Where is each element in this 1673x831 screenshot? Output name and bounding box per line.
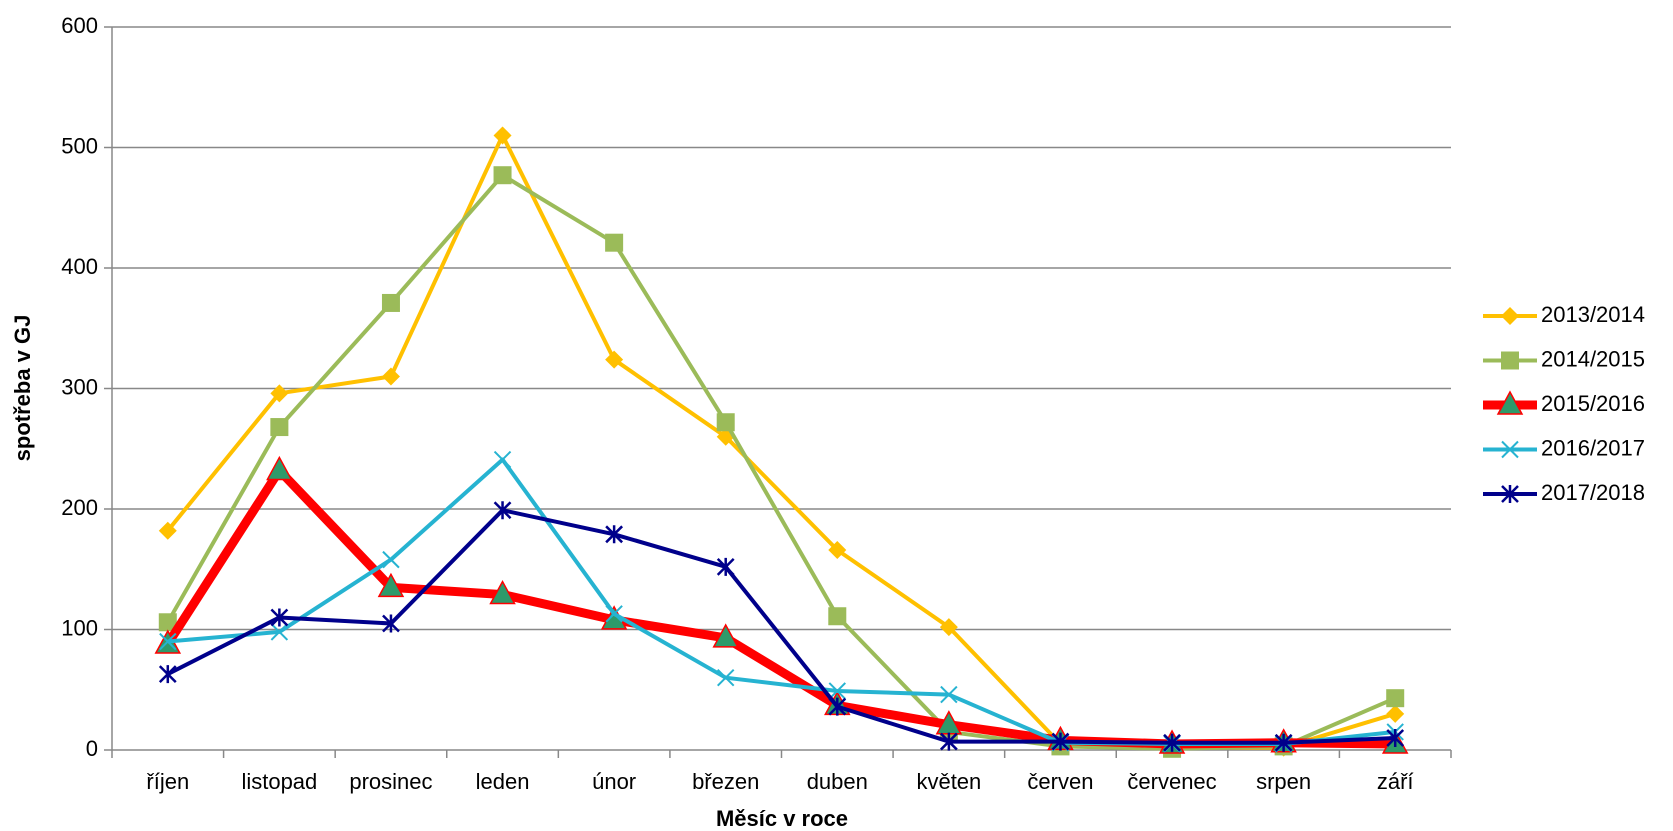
marker <box>1501 440 1519 459</box>
series-line <box>166 508 1396 745</box>
marker <box>605 233 624 252</box>
marker <box>270 608 289 627</box>
series <box>158 501 1405 752</box>
marker <box>828 607 847 626</box>
marker <box>158 665 177 684</box>
y-tick-label: 100 <box>61 615 98 640</box>
marker <box>1501 485 1519 503</box>
marker <box>940 685 958 704</box>
marker <box>270 623 289 641</box>
marker <box>493 501 512 520</box>
legend-label: 2015/2016 <box>1541 391 1645 416</box>
marker <box>712 623 739 648</box>
series-line <box>167 457 1396 746</box>
marker <box>716 557 735 576</box>
marker <box>377 572 405 598</box>
marker <box>381 367 400 386</box>
x-tick-label: říjen <box>146 769 189 794</box>
x-axis-label: Měsíc v roce <box>716 806 848 831</box>
x-tick-label: březen <box>692 769 759 794</box>
y-tick-label: 300 <box>61 374 98 399</box>
x-tick-label: prosinec <box>349 769 432 794</box>
series-line <box>166 173 1397 751</box>
y-tick-label: 0 <box>86 736 98 761</box>
marker <box>828 697 847 716</box>
x-tick-label: leden <box>476 769 530 794</box>
legend-item: 2014/2015 <box>1483 346 1645 371</box>
legend-item: 2013/2014 <box>1483 302 1645 327</box>
marker <box>605 605 623 623</box>
marker <box>1496 390 1524 415</box>
marker <box>493 126 512 145</box>
marker <box>381 293 400 312</box>
legend-item: 2015/2016 <box>1483 390 1645 416</box>
marker <box>270 418 289 437</box>
marker <box>717 668 735 687</box>
marker <box>158 613 177 632</box>
marker <box>493 166 512 185</box>
x-tick-label: duben <box>807 769 868 794</box>
x-tick-label: září <box>1377 769 1414 794</box>
legend-label: 2016/2017 <box>1541 435 1645 460</box>
legend-label: 2017/2018 <box>1541 480 1645 505</box>
marker <box>270 384 289 403</box>
x-tick-label: srpen <box>1256 769 1311 794</box>
marker <box>605 525 624 544</box>
x-tick-label: listopad <box>241 769 317 794</box>
y-axis-label: spotřeba v GJ <box>10 315 35 462</box>
marker <box>1274 733 1293 752</box>
series <box>159 450 1404 753</box>
marker <box>1051 732 1070 751</box>
y-tick-label: 600 <box>61 13 98 38</box>
y-tick-label: 200 <box>61 495 98 520</box>
marker <box>1386 689 1405 708</box>
y-tick-label: 400 <box>61 254 98 279</box>
marker <box>1163 733 1181 752</box>
marker <box>828 540 847 559</box>
marker <box>159 632 177 651</box>
series-line <box>166 133 1396 750</box>
marker <box>716 413 735 432</box>
x-tick-label: červenec <box>1127 769 1216 794</box>
x-tick-label: únor <box>592 769 636 794</box>
marker <box>489 579 516 605</box>
marker <box>382 614 400 633</box>
marker <box>939 732 958 751</box>
y-tick-label: 500 <box>61 133 98 158</box>
x-tick-label: červen <box>1027 769 1093 794</box>
legend-item: 2016/2017 <box>1483 435 1645 460</box>
marker <box>1501 307 1519 325</box>
marker <box>605 350 624 369</box>
marker <box>1386 728 1405 747</box>
marker <box>1501 351 1519 370</box>
x-tick-label: květen <box>916 769 981 794</box>
marker <box>939 618 958 637</box>
series <box>154 455 1409 754</box>
marker <box>266 455 293 481</box>
legend-label: 2014/2015 <box>1541 346 1645 371</box>
series <box>158 126 1405 757</box>
marker <box>828 682 846 700</box>
marker <box>493 450 512 469</box>
legend-item: 2017/2018 <box>1483 480 1645 505</box>
marker <box>158 521 177 540</box>
legend-label: 2013/2014 <box>1541 302 1645 327</box>
series-line <box>164 465 1396 749</box>
marker <box>1386 704 1405 723</box>
marker <box>382 550 400 569</box>
